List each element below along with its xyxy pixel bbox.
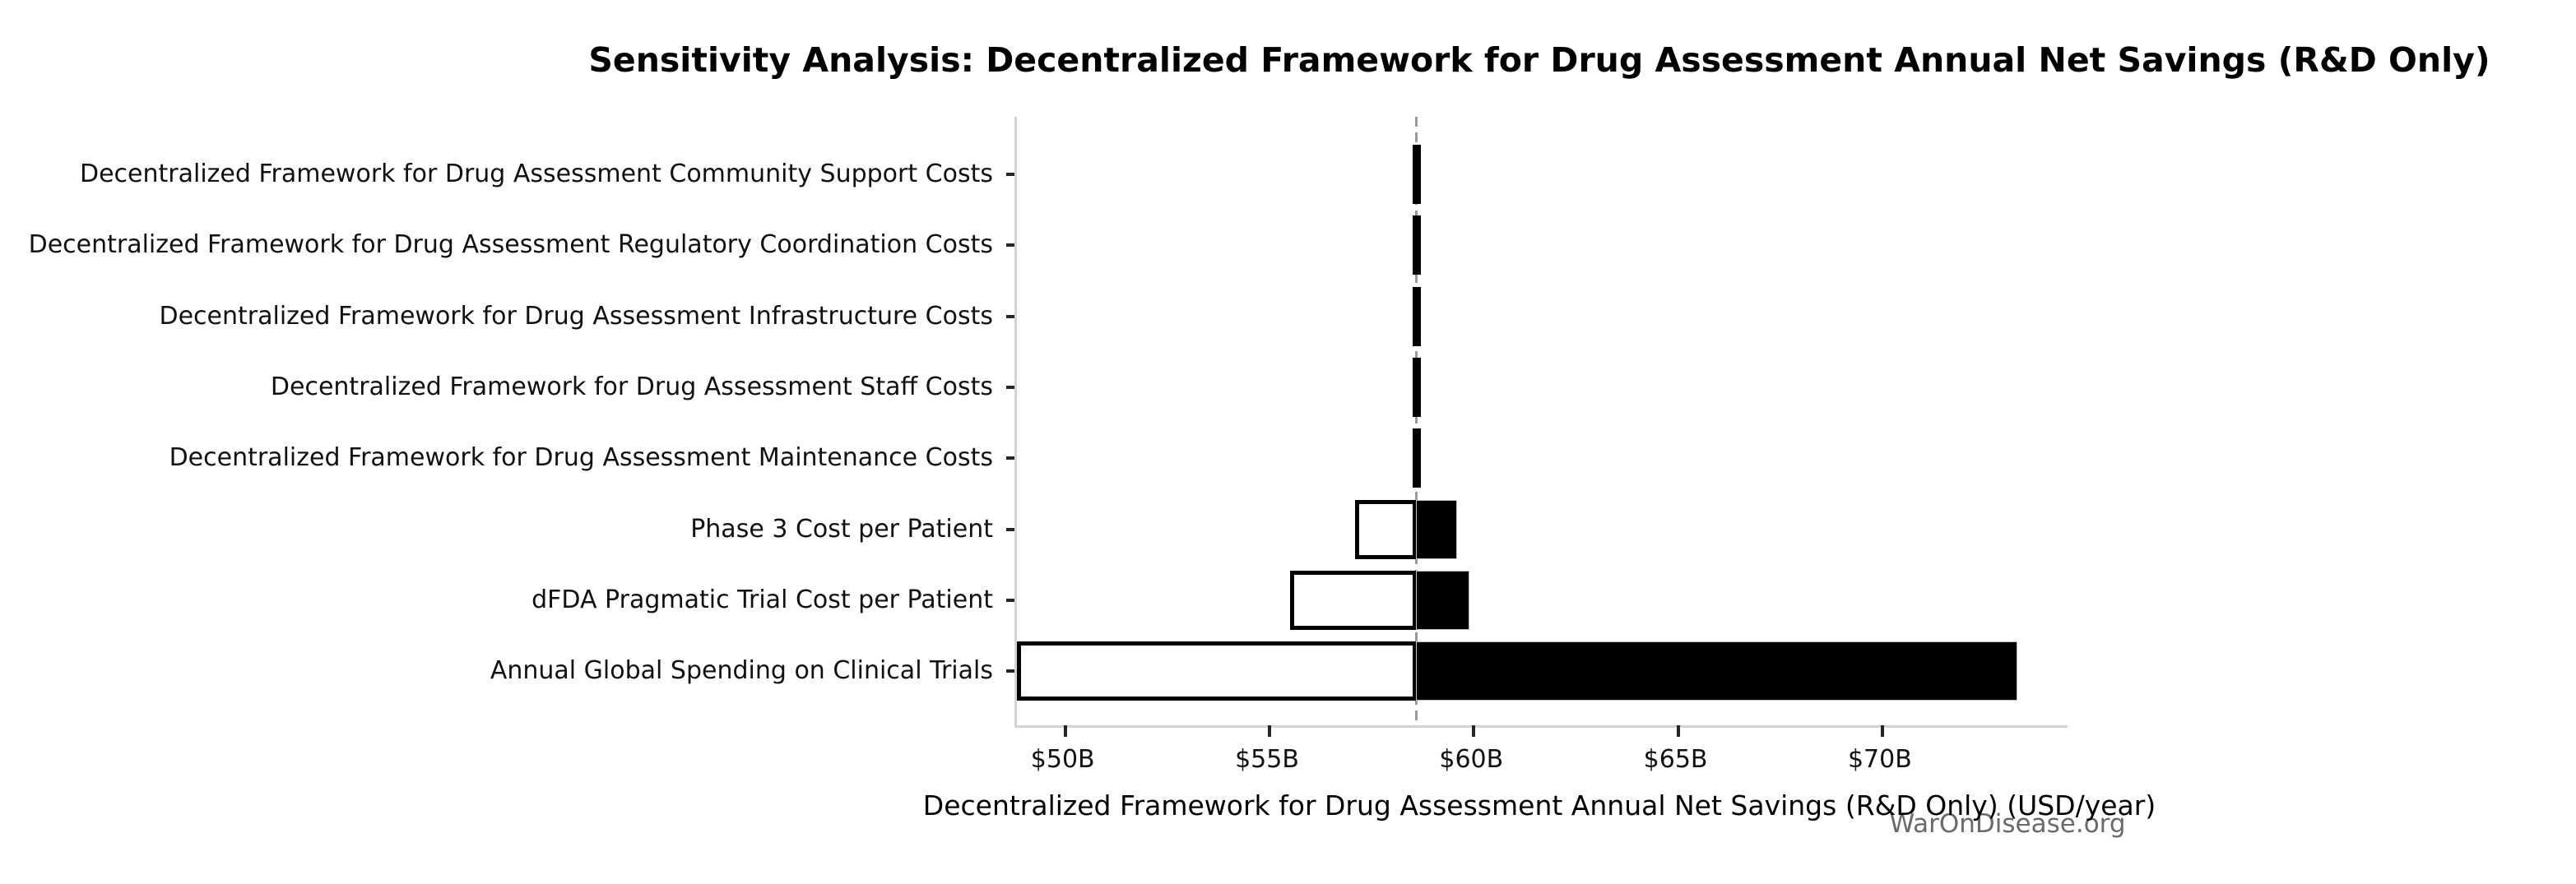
x-axis-label: Decentralized Framework for Drug Assessm…: [922, 789, 2156, 822]
x-tick-mark: [1472, 725, 1476, 737]
tornado-bar-tiny: [1412, 428, 1421, 488]
x-tick-mark: [1268, 725, 1271, 737]
y-axis-category-label: Decentralized Framework for Drug Assessm…: [28, 230, 993, 260]
y-axis-category-label: Decentralized Framework for Drug Assessm…: [169, 443, 993, 473]
x-tick-mark: [1063, 725, 1067, 737]
chart-title: Sensitivity Analysis: Decentralized Fram…: [588, 40, 2490, 80]
y-tick-mark: [1006, 599, 1014, 603]
tornado-bar-tiny: [1412, 145, 1421, 204]
y-tick-mark: [1006, 527, 1014, 531]
y-tick-mark: [1006, 243, 1014, 248]
x-tick-label: $65B: [1643, 745, 1708, 774]
x-tick-mark: [1880, 725, 1884, 737]
y-tick-mark: [1006, 314, 1014, 318]
y-tick-mark: [1006, 669, 1014, 673]
y-axis-category-label: Decentralized Framework for Drug Assessm…: [159, 301, 993, 331]
y-axis-category-label: Decentralized Framework for Drug Assessm…: [270, 373, 993, 402]
y-axis-category-label: Annual Global Spending on Clinical Trial…: [490, 656, 993, 686]
tornado-bar-high: [1415, 571, 1470, 631]
y-tick-mark: [1006, 456, 1014, 461]
x-tick-label: $70B: [1847, 745, 1912, 774]
y-tick-mark: [1006, 173, 1014, 176]
x-tick-label: $60B: [1439, 745, 1504, 774]
tornado-bar-high: [1415, 641, 2017, 701]
tornado-bar-low: [1289, 571, 1417, 631]
y-axis-category-label: Phase 3 Cost per Patient: [690, 514, 993, 544]
x-tick-label: $55B: [1235, 745, 1299, 774]
baseline-dashed-line: [1415, 117, 1418, 725]
watermark-text: WarOnDisease.org: [1889, 809, 2126, 839]
y-tick-mark: [1006, 386, 1014, 390]
y-axis-category-label: Decentralized Framework for Drug Assessm…: [80, 160, 993, 188]
tornado-bar-tiny: [1412, 286, 1421, 346]
tornado-bar-high: [1415, 499, 1458, 559]
x-tick-label: $50B: [1030, 745, 1095, 774]
plot-area: [1014, 117, 2068, 737]
tornado-bar-low: [1355, 499, 1417, 559]
tornado-bar-tiny: [1412, 358, 1421, 418]
tornado-bar-tiny: [1412, 215, 1421, 275]
tornado-bar-low: [1017, 641, 1417, 701]
x-tick-mark: [1676, 725, 1680, 737]
y-axis-category-label: dFDA Pragmatic Trial Cost per Patient: [531, 585, 993, 615]
